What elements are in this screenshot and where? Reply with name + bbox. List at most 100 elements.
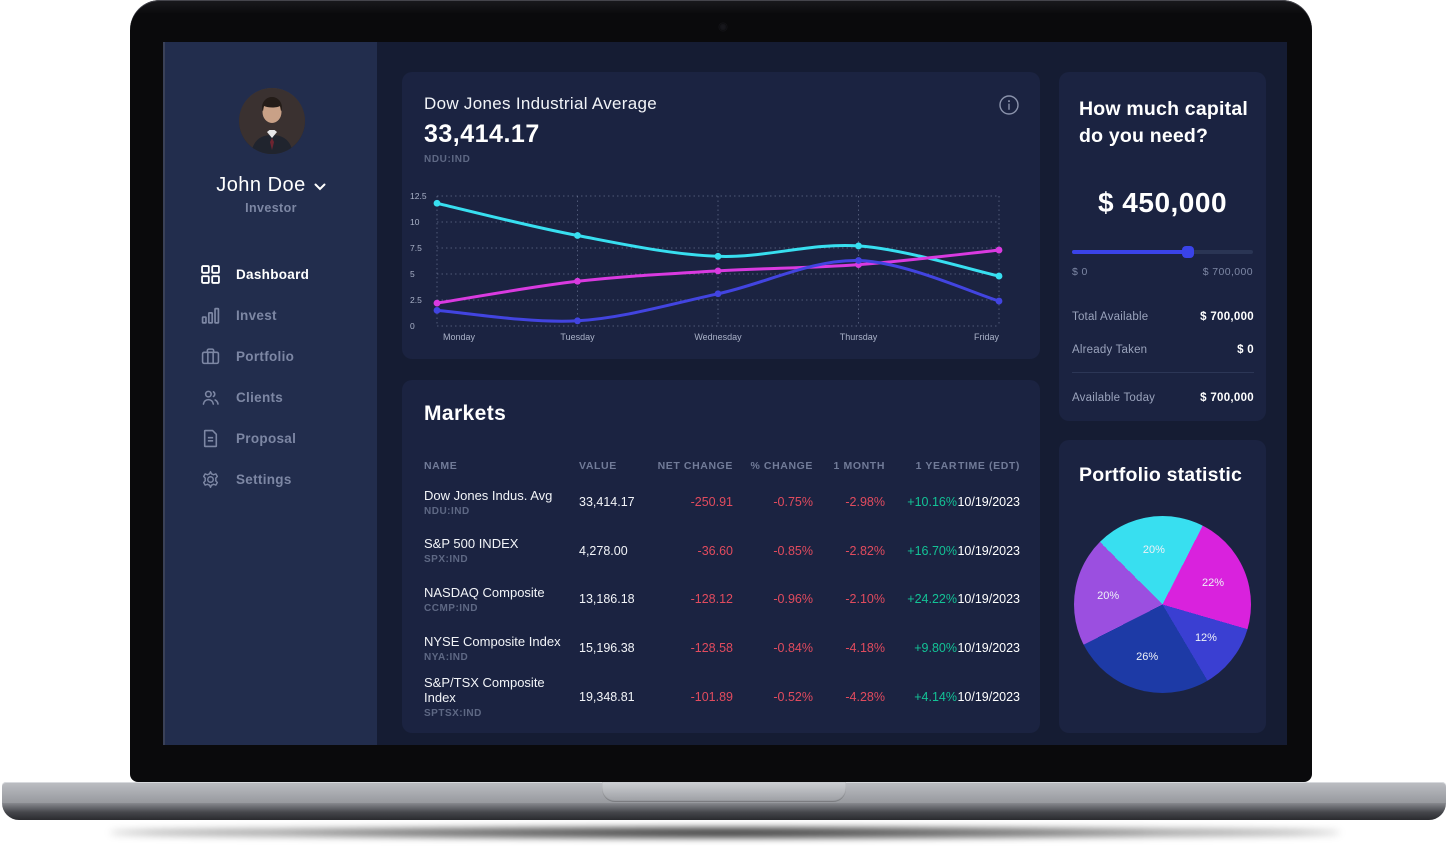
- table-row[interactable]: NYSE Composite Index NYA:IND 15,196.38 -128…: [424, 624, 1020, 673]
- y-tick-label: 5: [410, 269, 415, 279]
- capital-title: How much capital do you need?: [1079, 98, 1248, 147]
- cell-time: 10/19/2023: [957, 689, 1020, 704]
- capital-amount: $ 450,000: [1097, 187, 1228, 218]
- sidebar-item-proposal[interactable]: Proposal: [201, 418, 377, 459]
- cell-time: 10/19/2023: [957, 641, 1020, 656]
- index-symbol: NDU:IND: [424, 154, 471, 165]
- info-icon[interactable]: [998, 94, 1020, 116]
- y-tick-label: 12.5: [410, 191, 427, 201]
- cell-net_change: -128.12: [690, 592, 733, 607]
- capital-summary: Total Available $ 700,000 Already Taken $ 0…: [1072, 300, 1254, 414]
- summary-value: $ 0: [1237, 343, 1254, 356]
- cell-value: 13,186.18: [579, 592, 635, 607]
- index-card: Dow Jones Industrial Average 33,414.17 N…: [402, 72, 1040, 359]
- slider-thumb[interactable]: [1182, 246, 1195, 258]
- cell-one_year: +9.80%: [914, 641, 957, 656]
- cell-pct_change: -0.84%: [773, 641, 813, 656]
- avatar-photo: [239, 88, 305, 154]
- laptop-base-edge: [2, 803, 1446, 820]
- index-name-cell: NYSE Composite Index NYA:IND: [424, 634, 579, 663]
- index-title: Dow Jones Industrial Average: [424, 94, 657, 113]
- sidebar-item-label: Portfolio: [236, 349, 295, 364]
- index-name: S&P/TSX Composite Index: [424, 674, 545, 705]
- chevron-down-icon: [314, 174, 326, 191]
- sidebar-item-label: Dashboard: [236, 267, 310, 282]
- y-tick-label: 0: [410, 321, 415, 331]
- table-header-row: NAME VALUE NET CHANGE % CHANGE 1 MONTH 1 YEAR…: [424, 454, 1020, 478]
- webcam-dot: [719, 23, 727, 31]
- invest-icon: [201, 306, 220, 325]
- clients-icon: [201, 388, 220, 407]
- pie-slice-label: 20%: [1142, 544, 1165, 557]
- summary-label: Already Taken: [1072, 343, 1148, 356]
- markets-table: NAME VALUE NET CHANGE % CHANGE 1 MONTH 1 YEAR…: [424, 454, 1020, 721]
- column-header: NAME: [424, 460, 458, 472]
- slider-fill: [1072, 250, 1189, 254]
- divider: [1072, 372, 1254, 373]
- cell-pct_change: -0.75%: [773, 495, 813, 510]
- slider-max-label: $ 700,000: [1202, 266, 1253, 278]
- index-name-cell: NASDAQ Composite CCMP:IND: [424, 585, 579, 614]
- sidebar-item-dashboard[interactable]: Dashboard: [201, 254, 377, 295]
- cell-pct_change: -0.85%: [773, 543, 813, 558]
- index-ticker: CCMP:IND: [424, 602, 478, 614]
- cell-one_month: -2.98%: [845, 495, 885, 510]
- laptop-shadow-core: [110, 828, 1340, 837]
- avatar[interactable]: [239, 88, 305, 154]
- portfolio-icon: [201, 347, 220, 366]
- index-name: Dow Jones Indus. Avg: [424, 487, 553, 503]
- index-name: NYSE Composite Index: [424, 633, 561, 649]
- x-axis-labels: Monday Tuesday Wednesday Thursday Friday: [437, 332, 999, 344]
- cell-time: 10/19/2023: [957, 495, 1020, 510]
- y-tick-label: 2.5: [410, 295, 422, 305]
- index-name-cell: S&P 500 INDEX SPX:IND: [424, 536, 579, 565]
- cell-value: 19,348.81: [579, 689, 635, 704]
- column-header: % CHANGE: [750, 460, 813, 472]
- portfolio-card: Portfolio statistic 20% 22% 12% 26% 20%: [1059, 440, 1266, 733]
- index-ticker: NYA:IND: [424, 651, 469, 663]
- cell-pct_change: -0.96%: [773, 592, 813, 607]
- sidebar-item-label: Proposal: [236, 431, 297, 446]
- sidebar-item-invest[interactable]: Invest: [201, 295, 377, 336]
- line-chart-svg: [433, 195, 1003, 327]
- summary-row: Total Available $ 700,000: [1072, 300, 1254, 333]
- cell-value: 15,196.38: [579, 641, 635, 656]
- index-value: 33,414.17: [424, 120, 540, 148]
- laptop-notch: [602, 782, 846, 802]
- sidebar-item-settings[interactable]: Settings: [201, 459, 377, 500]
- user-menu[interactable]: John Doe: [165, 174, 377, 197]
- summary-value: $ 700,000: [1200, 310, 1254, 323]
- sidebar-item-clients[interactable]: Clients: [201, 377, 377, 418]
- pie-slice-label: 12%: [1194, 632, 1217, 645]
- pie-slice-label: 26%: [1136, 651, 1159, 664]
- sidebar-item-portfolio[interactable]: Portfolio: [201, 336, 377, 377]
- capital-slider[interactable]: [1072, 246, 1253, 258]
- capital-card: How much capital do you need? $ 450,000 …: [1059, 72, 1266, 421]
- x-tick-label: Tuesday: [560, 332, 595, 342]
- cell-one_month: -2.82%: [845, 543, 885, 558]
- table-row[interactable]: Dow Jones Indus. Avg NDU:IND 33,414.17 -250…: [424, 478, 1020, 527]
- table-row[interactable]: NASDAQ Composite CCMP:IND 13,186.18 -128.12…: [424, 575, 1020, 624]
- table-row[interactable]: S&P 500 INDEX SPX:IND 4,278.00 -36.60 -0.85%…: [424, 527, 1020, 576]
- dashboard-icon: [201, 265, 220, 284]
- table-row[interactable]: S&P/TSX Composite Index SPTSX:IND 19,348.8…: [424, 672, 1020, 721]
- pie-chart: 20% 22% 12% 26% 20%: [1074, 516, 1251, 693]
- column-header: NET CHANGE: [657, 460, 733, 472]
- index-name-cell: Dow Jones Indus. Avg NDU:IND: [424, 488, 579, 517]
- cell-one_month: -4.18%: [845, 641, 885, 656]
- cell-pct_change: -0.52%: [773, 689, 813, 704]
- cell-one_year: +24.22%: [907, 592, 957, 607]
- y-tick-label: 7.5: [410, 243, 422, 253]
- x-tick-label: Thursday: [839, 332, 878, 342]
- column-header: 1 YEAR: [915, 460, 957, 472]
- proposal-icon: [201, 429, 220, 448]
- x-tick-label: Friday: [973, 332, 999, 342]
- cell-value: 4,278.00: [579, 543, 628, 558]
- sidebar-item-label: Settings: [236, 472, 292, 487]
- y-tick-label: 10: [410, 217, 420, 227]
- user-role: Investor: [245, 201, 297, 215]
- line-chart: [433, 195, 1003, 327]
- sidebar-item-label: Invest: [236, 308, 277, 323]
- pie-slice-label: 20%: [1097, 589, 1120, 602]
